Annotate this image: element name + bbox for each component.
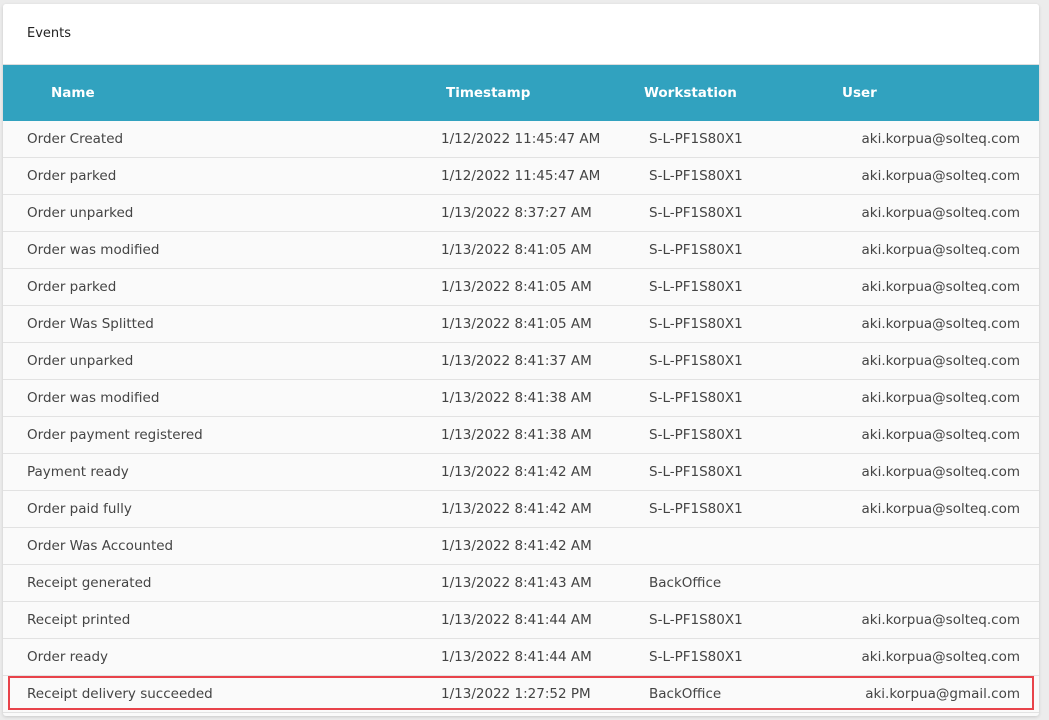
cell-user: aki.korpua@solteq.com xyxy=(861,279,1020,295)
table-row[interactable]: Order Was Accounted 1/13/2022 8:41:42 AM xyxy=(3,528,1039,565)
cell-workstation: S-L-PF1S80X1 xyxy=(649,501,743,517)
table-row[interactable]: Receipt generated 1/13/2022 8:41:43 AM Bac… xyxy=(3,565,1039,602)
table-row[interactable]: Payment ready 1/13/2022 8:41:42 AM S-L-PF1… xyxy=(3,454,1039,491)
cell-timestamp: 1/13/2022 8:41:42 AM xyxy=(441,464,592,480)
cell-name: Order Created xyxy=(27,131,124,147)
cell-name: Order Was Splitted xyxy=(27,316,154,332)
cell-name: Order unparked xyxy=(27,353,134,369)
cell-name: Receipt delivery succeeded xyxy=(27,686,213,702)
cell-timestamp: 1/13/2022 8:41:05 AM xyxy=(441,242,592,258)
cell-name: Order payment registered xyxy=(27,427,203,443)
table-row[interactable]: Order was modified 1/13/2022 8:41:38 AM S-… xyxy=(3,380,1039,417)
cell-workstation: S-L-PF1S80X1 xyxy=(649,390,743,406)
cell-timestamp: 1/12/2022 11:45:47 AM xyxy=(441,131,601,147)
cell-timestamp: 1/13/2022 8:41:38 AM xyxy=(441,427,592,443)
card-title: Events xyxy=(3,4,1039,65)
column-header-timestamp[interactable]: Timestamp xyxy=(446,85,531,101)
cell-name: Order ready xyxy=(27,649,109,665)
table-header: Name Timestamp Workstation User xyxy=(3,65,1039,121)
table-row[interactable]: Order parked 1/12/2022 11:45:47 AM S-L-PF1… xyxy=(3,158,1039,195)
cell-user: aki.korpua@gmail.com xyxy=(865,686,1020,702)
cell-timestamp: 1/13/2022 8:41:43 AM xyxy=(441,575,592,591)
table-row[interactable]: Order payment registered 1/13/2022 8:41:3… xyxy=(3,417,1039,454)
cell-timestamp: 1/13/2022 8:37:27 AM xyxy=(441,205,592,221)
cell-name: Receipt printed xyxy=(27,612,131,628)
cell-name: Order paid fully xyxy=(27,501,132,517)
cell-workstation: S-L-PF1S80X1 xyxy=(649,464,743,480)
cell-name: Receipt generated xyxy=(27,575,152,591)
table-row[interactable]: Order parked 1/13/2022 8:41:05 AM S-L-PF1S… xyxy=(3,269,1039,306)
cell-workstation: S-L-PF1S80X1 xyxy=(649,279,743,295)
cell-timestamp: 1/13/2022 8:41:05 AM xyxy=(441,279,592,295)
cell-user: aki.korpua@solteq.com xyxy=(861,612,1020,628)
cell-workstation: S-L-PF1S80X1 xyxy=(649,168,743,184)
cell-timestamp: 1/13/2022 8:41:37 AM xyxy=(441,353,592,369)
cell-name: Payment ready xyxy=(27,464,129,480)
cell-workstation: S-L-PF1S80X1 xyxy=(649,316,743,332)
cell-user: aki.korpua@solteq.com xyxy=(861,205,1020,221)
cell-workstation: S-L-PF1S80X1 xyxy=(649,131,743,147)
cell-name: Order unparked xyxy=(27,205,134,221)
cell-workstation: S-L-PF1S80X1 xyxy=(649,427,743,443)
cell-name: Order Was Accounted xyxy=(27,538,174,554)
cell-user: aki.korpua@solteq.com xyxy=(861,427,1020,443)
events-card: Events Name Timestamp Workstation User O… xyxy=(3,4,1039,716)
cell-timestamp: 1/13/2022 1:27:52 PM xyxy=(441,686,591,702)
cell-timestamp: 1/13/2022 8:41:44 AM xyxy=(441,649,592,665)
table-row[interactable]: Order was modified 1/13/2022 8:41:05 AM S-… xyxy=(3,232,1039,269)
table-row[interactable]: Order Created 1/12/2022 11:45:47 AM S-L-PF… xyxy=(3,121,1039,158)
table-row[interactable]: Order paid fully 1/13/2022 8:41:42 AM S-L-… xyxy=(3,491,1039,528)
cell-workstation: BackOffice xyxy=(649,575,722,591)
cell-user: aki.korpua@solteq.com xyxy=(861,242,1020,258)
cell-user: aki.korpua@solteq.com xyxy=(861,316,1020,332)
cell-timestamp: 1/13/2022 8:41:05 AM xyxy=(441,316,592,332)
cell-user: aki.korpua@solteq.com xyxy=(861,464,1020,480)
cell-user: aki.korpua@solteq.com xyxy=(861,390,1020,406)
cell-user: aki.korpua@solteq.com xyxy=(861,649,1020,665)
cell-user: aki.korpua@solteq.com xyxy=(861,131,1020,147)
cell-user: aki.korpua@solteq.com xyxy=(861,353,1020,369)
cell-timestamp: 1/13/2022 8:41:42 AM xyxy=(441,538,592,554)
table-row[interactable]: Receipt delivery succeeded 1/13/2022 1:27… xyxy=(3,676,1039,713)
cell-name: Order parked xyxy=(27,279,117,295)
column-header-workstation[interactable]: Workstation xyxy=(644,85,737,101)
cell-timestamp: 1/13/2022 8:41:44 AM xyxy=(441,612,592,628)
cell-workstation: S-L-PF1S80X1 xyxy=(649,242,743,258)
cell-timestamp: 1/13/2022 8:41:42 AM xyxy=(441,501,592,517)
cell-timestamp: 1/13/2022 8:41:38 AM xyxy=(441,390,592,406)
table-row[interactable]: Order unparked 1/13/2022 8:41:37 AM S-L-PF… xyxy=(3,343,1039,380)
cell-workstation: S-L-PF1S80X1 xyxy=(649,353,743,369)
cell-workstation: S-L-PF1S80X1 xyxy=(649,649,743,665)
column-header-name[interactable]: Name xyxy=(51,85,95,101)
table-row[interactable]: Order Was Splitted 1/13/2022 8:41:05 AM S-… xyxy=(3,306,1039,343)
cell-name: Order parked xyxy=(27,168,117,184)
cell-user: aki.korpua@solteq.com xyxy=(861,501,1020,517)
table-body: Order Created 1/12/2022 11:45:47 AM S-L-PF… xyxy=(3,121,1039,713)
cell-workstation: S-L-PF1S80X1 xyxy=(649,205,743,221)
table-row[interactable]: Order ready 1/13/2022 8:41:44 AM S-L-PF1S8… xyxy=(3,639,1039,676)
cell-name: Order was modified xyxy=(27,390,160,406)
column-header-user[interactable]: User xyxy=(842,85,877,101)
cell-user: aki.korpua@solteq.com xyxy=(861,168,1020,184)
cell-timestamp: 1/12/2022 11:45:47 AM xyxy=(441,168,601,184)
table-row[interactable]: Receipt printed 1/13/2022 8:41:44 AM S-L-P… xyxy=(3,602,1039,639)
cell-name: Order was modified xyxy=(27,242,160,258)
table-row[interactable]: Order unparked 1/13/2022 8:37:27 AM S-L-PF… xyxy=(3,195,1039,232)
cell-workstation: S-L-PF1S80X1 xyxy=(649,612,743,628)
cell-workstation: BackOffice xyxy=(649,686,722,702)
